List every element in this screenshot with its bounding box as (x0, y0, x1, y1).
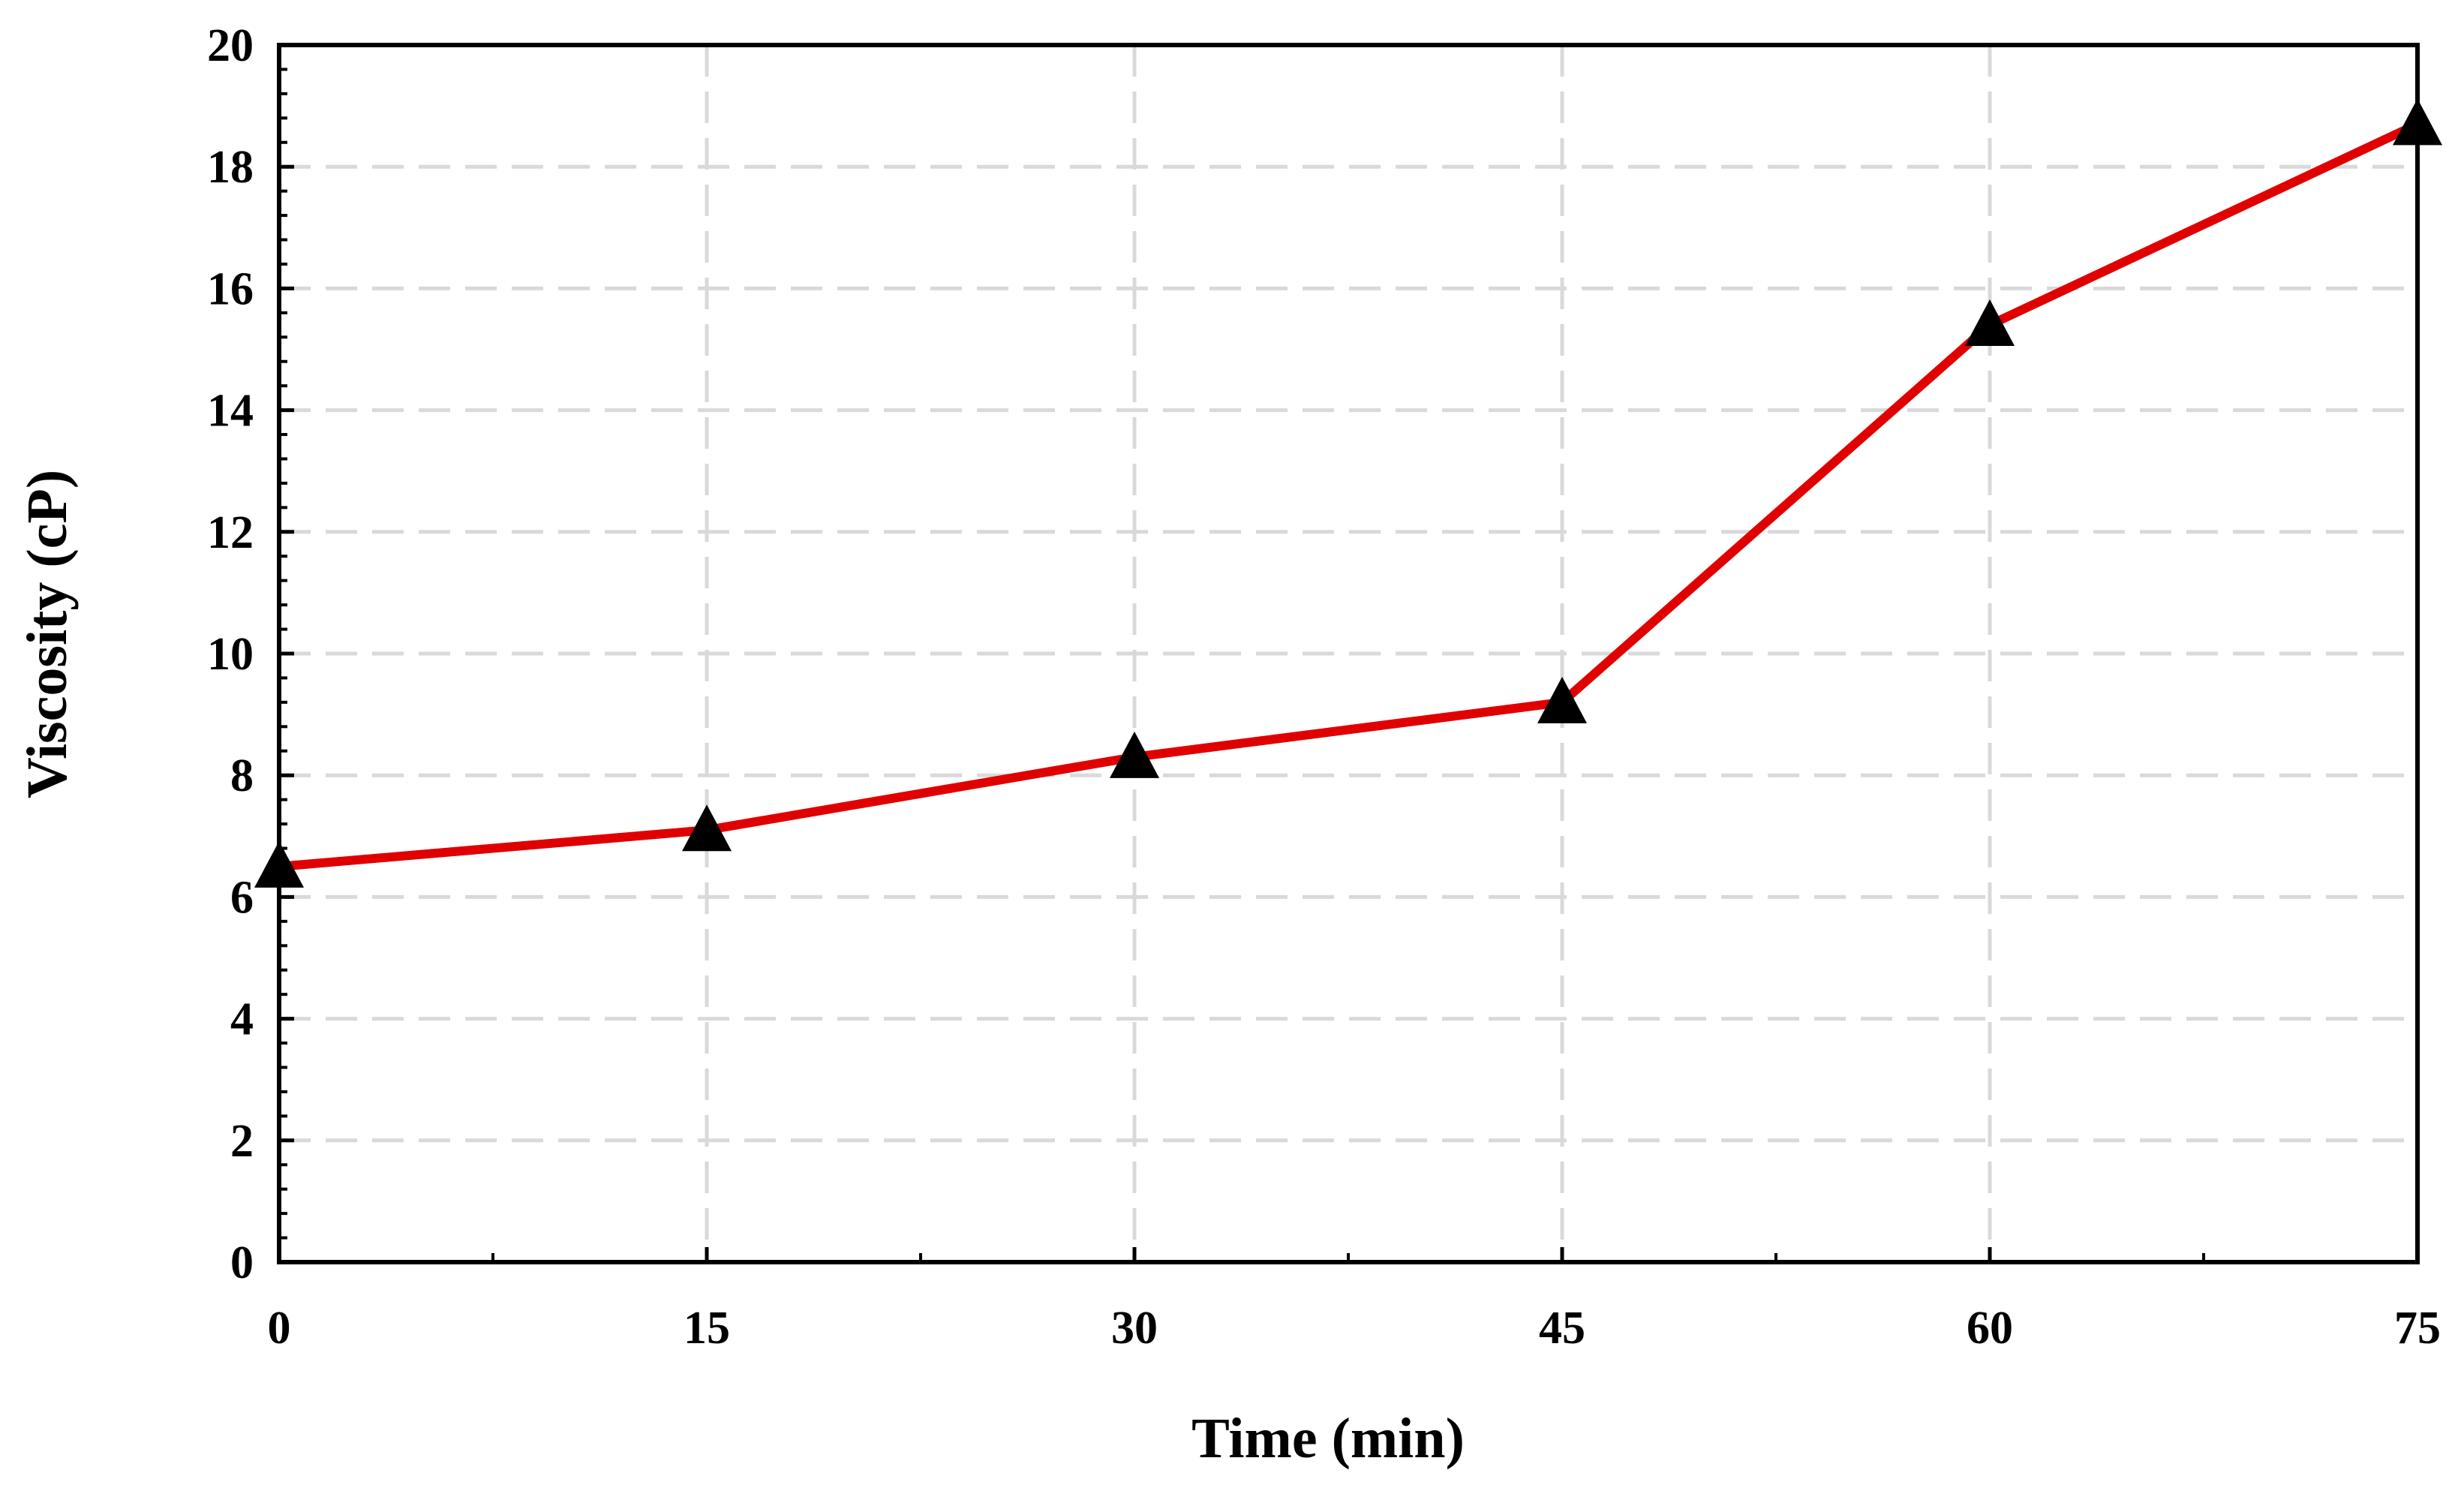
y-tick-label: 4 (230, 994, 254, 1045)
x-tick-label: 60 (1967, 1303, 2013, 1354)
data-point-marker (1110, 731, 1159, 778)
data-point-marker (1537, 676, 1587, 723)
y-tick-label: 6 (230, 872, 254, 923)
y-axis-title: Viscosity (cP) (16, 470, 79, 798)
x-tick-label: 75 (2394, 1303, 2441, 1354)
x-tick-label: 0 (268, 1303, 291, 1354)
data-point-marker (682, 804, 732, 852)
y-tick-label: 18 (207, 142, 254, 193)
y-tick-label: 2 (230, 1116, 254, 1167)
y-tick-label: 0 (230, 1237, 254, 1288)
series-layer (254, 98, 2442, 888)
data-point-marker (2393, 98, 2442, 146)
y-tick-label: 10 (207, 629, 254, 680)
data-point-marker (254, 840, 304, 888)
labels-layer: 0 2 4 6 8 10 12 14 16 18 20 0 15 30 45 60 75 (207, 20, 2441, 1354)
y-tick-label: 12 (207, 507, 254, 558)
x-tick-label: 45 (1539, 1303, 1585, 1354)
x-tick-label: 30 (1111, 1303, 1158, 1354)
y-tick-label: 14 (207, 386, 254, 437)
data-point-marker (1965, 299, 2015, 347)
x-tick-label: 15 (684, 1303, 730, 1354)
ticks-layer (277, 43, 2420, 1264)
x-axis-title: Time (min) (1191, 1407, 1465, 1470)
series-line (275, 119, 2422, 871)
grid-layer (279, 43, 2420, 1262)
y-tick-label: 16 (207, 263, 254, 314)
y-tick-label: 20 (207, 20, 254, 71)
y-tick-label: 8 (230, 750, 254, 801)
